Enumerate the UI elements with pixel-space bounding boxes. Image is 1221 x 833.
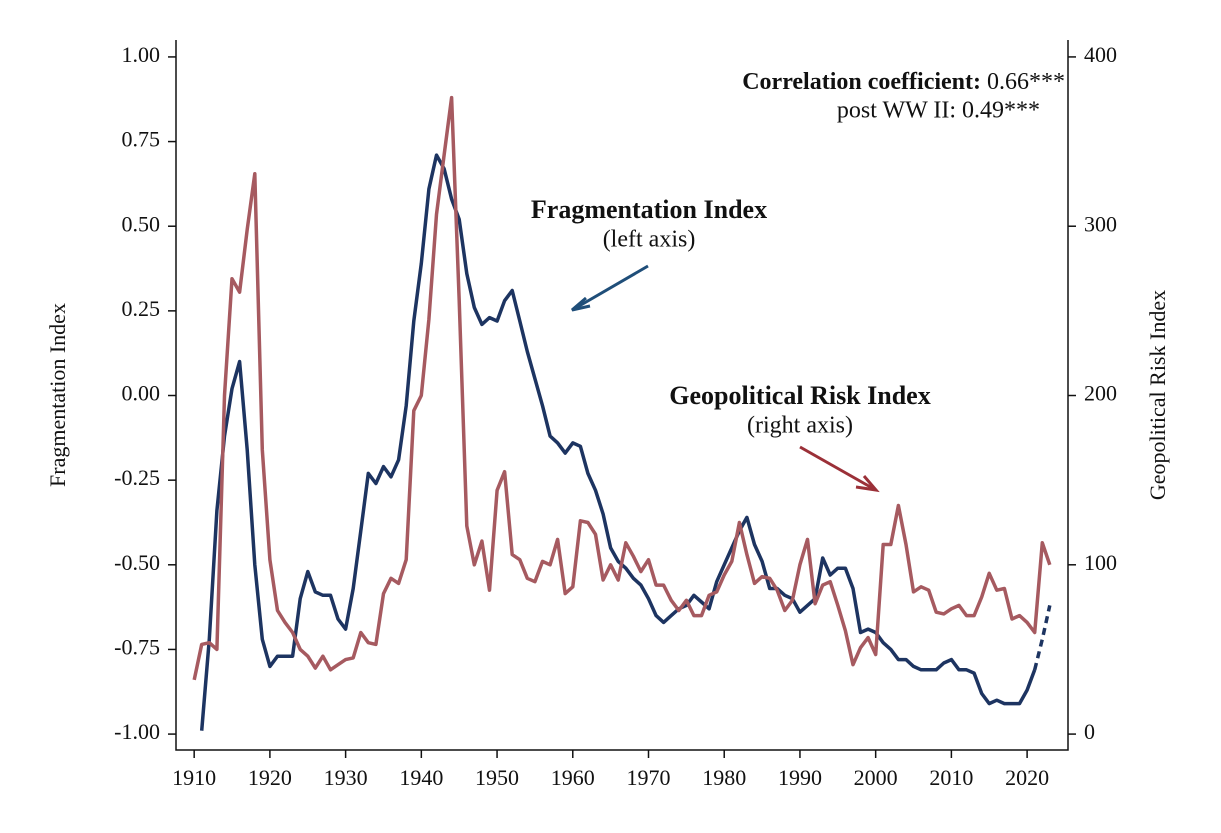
- series-line: [1033, 605, 1052, 671]
- y-tick-label: 0.25: [122, 296, 161, 321]
- series-label: Geopolitical Risk Index: [669, 381, 930, 410]
- x-tick-label: 1980: [702, 765, 746, 790]
- arrow: [799, 445, 880, 493]
- correlation-annotation: Correlation coefficient: 0.66***: [742, 69, 1065, 95]
- x-tick-label: 1910: [172, 765, 216, 790]
- y2-tick-label: 300: [1084, 211, 1117, 236]
- x-tick-label: 1990: [778, 765, 822, 790]
- y-tick-label: 0.00: [122, 381, 161, 406]
- series-note: (right axis): [747, 413, 853, 439]
- y2-tick-label: 400: [1084, 42, 1117, 67]
- y-tick-label: 0.75: [122, 127, 161, 152]
- x-tick-label: 1940: [399, 765, 443, 790]
- arrow: [571, 264, 649, 312]
- y-tick-label: 0.50: [122, 211, 161, 236]
- y-tick-label: 1.00: [122, 42, 161, 67]
- series-label: Fragmentation Index: [531, 195, 767, 224]
- y2-tick-label: 200: [1084, 381, 1117, 406]
- y-tick-label: -0.75: [114, 634, 160, 659]
- x-tick-label: 2010: [929, 765, 973, 790]
- correlation-value: 0.66***: [987, 69, 1065, 95]
- series-note: (left axis): [603, 227, 696, 253]
- series-line: [192, 95, 1052, 681]
- x-tick-label: 1950: [475, 765, 519, 790]
- y-axis-title: Fragmentation Index: [45, 303, 70, 487]
- x-tick-label: 2020: [1005, 765, 1049, 790]
- axes-frame: [175, 40, 1069, 751]
- x-tick-label: 1960: [551, 765, 595, 790]
- post-ww2-annotation: post WW II: 0.49***: [837, 98, 1040, 124]
- y-tick-label: -1.00: [114, 719, 160, 744]
- y-tick-label: -0.25: [114, 465, 160, 490]
- x-tick-label: 2000: [854, 765, 898, 790]
- correlation-label: Correlation coefficient:: [742, 69, 981, 95]
- y-tick-label: -0.50: [114, 550, 160, 575]
- x-tick-label: 1920: [248, 765, 292, 790]
- x-tick-label: 1930: [324, 765, 368, 790]
- y2-axis-title: Geopolitical Risk Index: [1145, 290, 1170, 500]
- y2-tick-label: 0: [1084, 719, 1095, 744]
- y2-tick-label: 100: [1084, 550, 1117, 575]
- x-tick-label: 1970: [627, 765, 671, 790]
- series-line: [199, 153, 1037, 731]
